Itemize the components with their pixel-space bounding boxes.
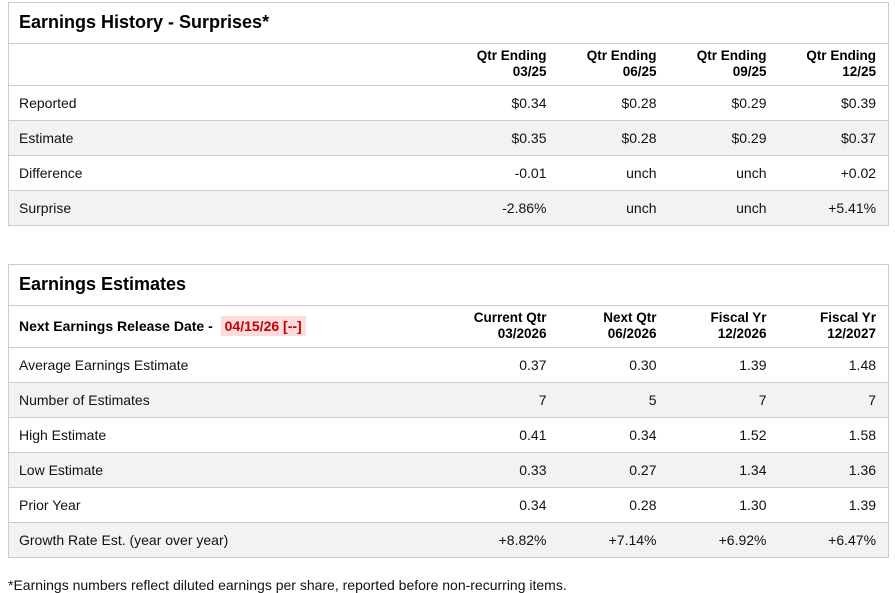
table-row-growth-rate-est: Growth Rate Est. (year over year) +8.82%… xyxy=(8,522,889,558)
cell-value: unch xyxy=(558,155,669,191)
cell-value: 7 xyxy=(778,382,889,418)
earnings-history-title-row: Earnings History - Surprises* xyxy=(8,2,889,44)
column-header-line2: 06/25 xyxy=(622,64,657,79)
row-label: Low Estimate xyxy=(8,452,449,488)
cell-value: $0.29 xyxy=(668,120,779,156)
column-header-line2: 12/25 xyxy=(842,64,877,79)
cell-value: 0.34 xyxy=(448,487,559,523)
column-header-line2: 12/2027 xyxy=(827,326,877,341)
cell-value: 7 xyxy=(668,382,779,418)
column-header-line1: Next Qtr xyxy=(603,310,657,325)
cell-value: 0.27 xyxy=(558,452,669,488)
cell-value: +7.14% xyxy=(558,522,669,558)
column-header-line1: Fiscal Yr xyxy=(819,310,877,325)
column-header-qtr-0325: Qtr Ending 03/25 xyxy=(448,43,559,86)
earnings-history-title: Earnings History - Surprises* xyxy=(8,2,889,44)
cell-value: 7 xyxy=(448,382,559,418)
row-label: High Estimate xyxy=(8,417,449,453)
next-earnings-release-cell: Next Earnings Release Date - 04/15/26 [-… xyxy=(8,305,449,348)
footnote: *Earnings numbers reflect diluted earnin… xyxy=(8,577,567,593)
column-header-line2: 12/2026 xyxy=(717,326,767,341)
cell-value: $0.39 xyxy=(778,85,889,121)
cell-value: +6.92% xyxy=(668,522,779,558)
row-label: Prior Year xyxy=(8,487,449,523)
cell-value: unch xyxy=(668,155,779,191)
earnings-history-header-row: Qtr Ending 03/25 Qtr Ending 06/25 Qtr En… xyxy=(8,43,889,86)
column-header-line1: Qtr Ending xyxy=(586,48,657,63)
column-header-qtr-1225: Qtr Ending 12/25 xyxy=(778,43,889,86)
table-row-number-of-estimates: Number of Estimates 7 5 7 7 xyxy=(8,382,889,418)
empty-header-cell xyxy=(8,43,449,86)
table-row-low-estimate: Low Estimate 0.33 0.27 1.34 1.36 xyxy=(8,452,889,488)
cell-value: 1.52 xyxy=(668,417,779,453)
release-date-label: Next Earnings Release Date - xyxy=(19,318,213,334)
column-header-qtr-0925: Qtr Ending 09/25 xyxy=(668,43,779,86)
earnings-estimates-title-row: Earnings Estimates xyxy=(8,264,889,306)
cell-value: 0.41 xyxy=(448,417,559,453)
table-row-reported: Reported $0.34 $0.28 $0.29 $0.39 xyxy=(8,85,889,121)
cell-value: 5 xyxy=(558,382,669,418)
column-header-line2: 03/2026 xyxy=(497,326,547,341)
column-header-line2: 09/25 xyxy=(732,64,767,79)
cell-value: -2.86% xyxy=(448,190,559,226)
cell-value: 1.30 xyxy=(668,487,779,523)
earnings-history-table: Earnings History - Surprises* Qtr Ending… xyxy=(8,2,890,226)
cell-value: unch xyxy=(558,190,669,226)
column-header-line1: Current Qtr xyxy=(473,310,547,325)
column-header-line1: Qtr Ending xyxy=(476,48,547,63)
column-header-qtr-0625: Qtr Ending 06/25 xyxy=(558,43,669,86)
table-row-average-earnings-estimate: Average Earnings Estimate 0.37 0.30 1.39… xyxy=(8,347,889,383)
column-header-next-qtr: Next Qtr 06/2026 xyxy=(558,305,669,348)
cell-value: 1.39 xyxy=(668,347,779,383)
row-label: Growth Rate Est. (year over year) xyxy=(8,522,449,558)
table-row-estimate: Estimate $0.35 $0.28 $0.29 $0.37 xyxy=(8,120,889,156)
cell-value: unch xyxy=(668,190,779,226)
earnings-estimates-table: Earnings Estimates Next Earnings Release… xyxy=(8,264,890,558)
earnings-estimates-header-row: Next Earnings Release Date - 04/15/26 [-… xyxy=(8,305,889,348)
column-header-line2: 06/2026 xyxy=(607,326,657,341)
cell-value: 1.58 xyxy=(778,417,889,453)
column-header-line1: Qtr Ending xyxy=(806,48,877,63)
table-row-high-estimate: High Estimate 0.41 0.34 1.52 1.58 xyxy=(8,417,889,453)
column-header-fiscal-yr-2027: Fiscal Yr 12/2027 xyxy=(778,305,889,348)
cell-value: +0.02 xyxy=(778,155,889,191)
cell-value: 0.30 xyxy=(558,347,669,383)
cell-value: $0.29 xyxy=(668,85,779,121)
cell-value: $0.37 xyxy=(778,120,889,156)
cell-value: 0.34 xyxy=(558,417,669,453)
row-label: Average Earnings Estimate xyxy=(8,347,449,383)
cell-value: $0.28 xyxy=(558,85,669,121)
row-label: Number of Estimates xyxy=(8,382,449,418)
row-label: Estimate xyxy=(8,120,449,156)
release-date-value[interactable]: 04/15/26 [--] xyxy=(220,316,306,336)
table-row-prior-year: Prior Year 0.34 0.28 1.30 1.39 xyxy=(8,487,889,523)
cell-value: 1.48 xyxy=(778,347,889,383)
table-row-difference: Difference -0.01 unch unch +0.02 xyxy=(8,155,889,191)
cell-value: 1.34 xyxy=(668,452,779,488)
row-label: Reported xyxy=(8,85,449,121)
cell-value: 1.36 xyxy=(778,452,889,488)
cell-value: 0.33 xyxy=(448,452,559,488)
row-label: Difference xyxy=(8,155,449,191)
column-header-fiscal-yr-2026: Fiscal Yr 12/2026 xyxy=(668,305,779,348)
cell-value: $0.35 xyxy=(448,120,559,156)
column-header-line2: 03/25 xyxy=(512,64,547,79)
cell-value: $0.34 xyxy=(448,85,559,121)
cell-value: 0.28 xyxy=(558,487,669,523)
column-header-line1: Qtr Ending xyxy=(696,48,767,63)
column-header-line1: Fiscal Yr xyxy=(710,310,767,325)
earnings-estimates-title: Earnings Estimates xyxy=(8,264,889,306)
cell-value: -0.01 xyxy=(448,155,559,191)
cell-value: 0.37 xyxy=(448,347,559,383)
cell-value: 1.39 xyxy=(778,487,889,523)
column-header-current-qtr: Current Qtr 03/2026 xyxy=(448,305,559,348)
cell-value: +5.41% xyxy=(778,190,889,226)
cell-value: +6.47% xyxy=(778,522,889,558)
row-label: Surprise xyxy=(8,190,449,226)
cell-value: $0.28 xyxy=(558,120,669,156)
cell-value: +8.82% xyxy=(448,522,559,558)
table-row-surprise: Surprise -2.86% unch unch +5.41% xyxy=(8,190,889,226)
